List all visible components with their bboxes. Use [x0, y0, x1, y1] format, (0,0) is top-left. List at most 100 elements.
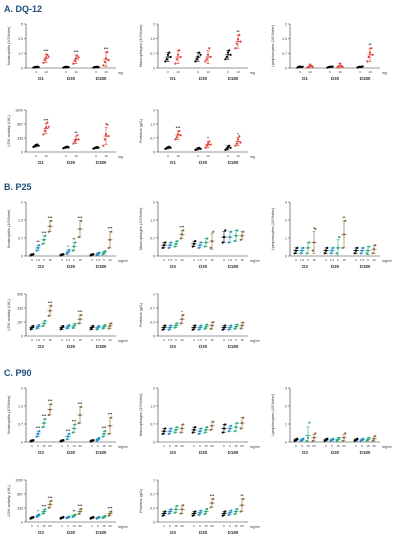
timepoint-label: D180 [96, 530, 107, 535]
timepoint-label: D30 [67, 76, 76, 81]
timepoint-label: D3 [170, 530, 176, 535]
y-tick-label: 0 [21, 521, 23, 525]
timepoint-label: D30 [199, 450, 208, 455]
y-tick-label: 0 [21, 151, 23, 155]
dose-tick-label: 0 [193, 338, 195, 342]
y-tick-label: 1 [285, 237, 287, 241]
dose-tick-label: 15 [240, 258, 244, 262]
dose-tick-label: 10 [104, 70, 108, 74]
data-point [103, 60, 106, 63]
significance-label: *** [44, 117, 49, 122]
timepoint-label: D30 [199, 264, 208, 269]
y-axis-label: Macrophages (10⁵/lobe) [138, 24, 143, 67]
timepoint-label: D3 [302, 450, 308, 455]
y-tick-label: 5 [21, 23, 23, 27]
y-axis-label: Proteins (g/L) [138, 302, 143, 327]
y-tick-label: 2 [21, 201, 23, 205]
dose-tick-label: 0 [31, 444, 33, 448]
unit-label: mg/m³ [118, 259, 129, 263]
data-point [102, 64, 105, 67]
timepoint-label: D1 [38, 76, 44, 81]
dose-tick-label: 10 [176, 154, 180, 158]
y-axis-label: Macrophages (10⁵/lobe) [138, 207, 143, 250]
significance-label: *** [66, 428, 71, 433]
dose-tick-label: 15 [108, 258, 112, 262]
timepoint-label: D180 [228, 450, 239, 455]
dose-tick-label: 10 [74, 70, 78, 74]
dose-tick-label: 0 [163, 338, 165, 342]
y-axis-label: Lymphocytes (10⁵/lobe) [270, 24, 275, 67]
data-point [175, 136, 178, 139]
dose-tick-label: 15 [306, 444, 310, 448]
data-point [314, 432, 317, 435]
dose-tick-label: 1.5 [198, 258, 203, 262]
y-axis-label: Lymphocytes (10⁵/lobe) [270, 207, 275, 250]
significance-label: *** [48, 300, 53, 305]
data-point [239, 141, 242, 144]
y-tick-label: 1 [285, 423, 287, 427]
data-point [195, 58, 198, 61]
significance-label: * [105, 122, 107, 127]
dose-tick-label: 0 [223, 258, 225, 262]
significance-label: *** [176, 125, 181, 130]
dose-tick-label: 10 [44, 70, 48, 74]
y-tick-label: 0 [153, 151, 155, 155]
y-tick-label: 0 [21, 67, 23, 71]
significance-label: *** [48, 495, 53, 500]
significance-label: *** [74, 49, 79, 54]
unit-label: mg [382, 71, 387, 75]
significance-label: *** [48, 215, 53, 220]
significance-label: *** [42, 230, 47, 235]
dose-tick-label: 1.5 [168, 258, 173, 262]
dose-tick-label: 10 [104, 154, 108, 158]
dose-tick-label: 0 [325, 444, 327, 448]
dose-tick-label: 15 [342, 258, 346, 262]
dose-tick-label: 50 [78, 524, 82, 528]
significance-label: ** [36, 239, 40, 244]
y-tick-label: 0 [153, 335, 155, 339]
data-point [365, 252, 368, 255]
y-tick-label: 1.3 [150, 219, 155, 223]
data-point [169, 146, 172, 149]
data-point [224, 229, 227, 232]
y-tick-label: 0.7 [282, 52, 287, 56]
dose-tick-label: 50 [78, 444, 82, 448]
timepoint-label: D180 [96, 450, 107, 455]
significance-label: *** [210, 493, 215, 498]
data-point [235, 42, 238, 45]
significance-label: *** [108, 226, 113, 231]
timepoint-label: D180 [228, 344, 239, 349]
dose-tick-label: 0 [193, 258, 195, 262]
unit-label: mg/m³ [118, 445, 129, 449]
dose-tick-label: 50 [312, 444, 316, 448]
dose-tick-label: 1.5 [36, 338, 41, 342]
unit-label: mg [118, 155, 123, 159]
significance-label: * [207, 136, 209, 141]
data-point [73, 140, 76, 143]
data-point [77, 56, 80, 59]
dose-tick-label: 0 [91, 338, 93, 342]
data-point [234, 47, 237, 50]
dose-tick-label: 15 [42, 524, 46, 528]
dose-tick-label: 0 [355, 444, 357, 448]
y-tick-label: 0.7 [150, 493, 155, 497]
dose-tick-label: 50 [108, 444, 112, 448]
dose-tick-label: 0 [163, 524, 165, 528]
dose-tick-label: 15 [180, 258, 184, 262]
dose-tick-label: 0 [31, 258, 33, 262]
dose-tick-label: 15 [72, 444, 76, 448]
y-axis-label: Proteins (g/L) [138, 118, 143, 143]
timepoint-label: D180 [96, 76, 107, 81]
dose-tick-label: 50 [372, 444, 376, 448]
data-point [73, 59, 76, 63]
dose-tick-label: 15 [204, 444, 208, 448]
data-point [179, 134, 182, 137]
y-tick-label: 2 [153, 23, 155, 27]
data-point [42, 133, 45, 136]
dose-tick-label: 10 [176, 70, 180, 74]
data-point [174, 138, 177, 141]
